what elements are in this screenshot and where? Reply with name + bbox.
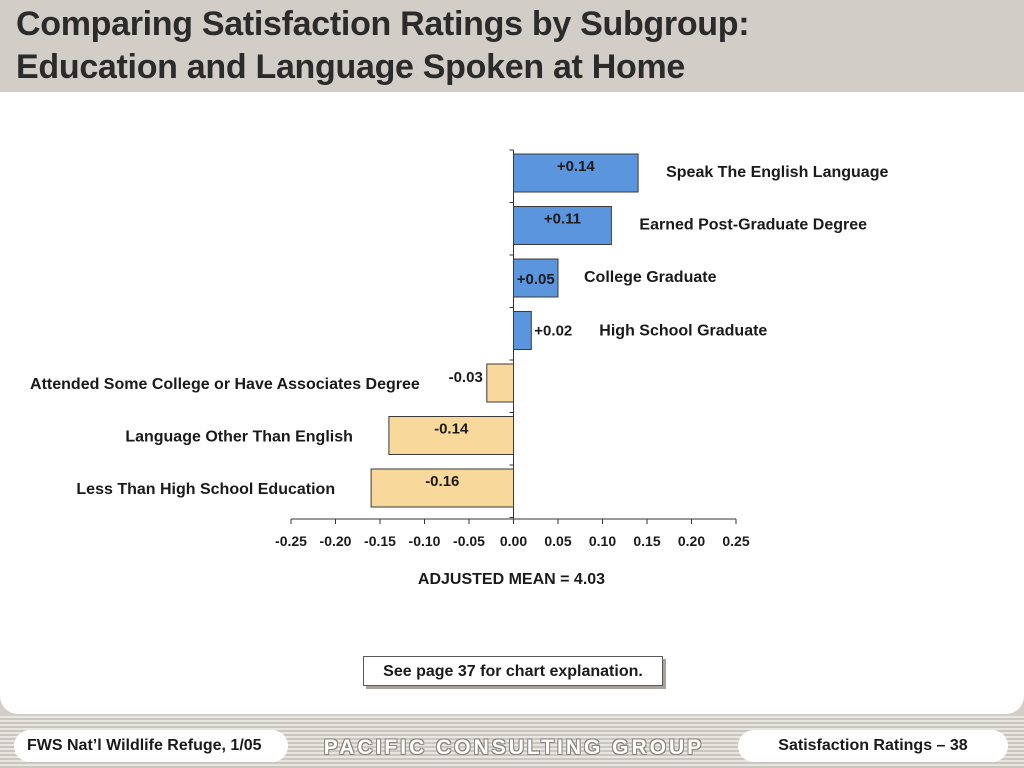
x-tick-label: 0.20 (678, 533, 705, 549)
company-logo: PACIFIC CONSULTING GROUP (323, 736, 705, 759)
page-title-line-1: Comparing Satisfaction Ratings by Subgro… (16, 5, 750, 43)
bar-value-label: +0.14 (557, 158, 596, 175)
category-label: College Graduate (584, 269, 717, 286)
bar-chart: -0.25 -0.20 -0.15 -0.10 -0.05 0.00 0.05 0.10 0.1… (30, 149, 888, 588)
page-title-line-2: Education and Language Spoken at Home (16, 48, 685, 86)
bar-value-label: -0.14 (434, 421, 469, 438)
title-band: Comparing Satisfaction Ratings by Subgro… (0, 0, 1024, 92)
bar (513, 153, 639, 193)
x-tick-label: 0.10 (589, 533, 616, 549)
bar (486, 363, 514, 403)
x-tick-label: 0.25 (722, 533, 749, 549)
bar-value-label: -0.03 (449, 369, 483, 386)
footer-left-label: FWS Nat’l Wildlife Refuge, 1/05 (14, 730, 288, 762)
bar-value-label: +0.05 (517, 271, 555, 288)
category-label: Less Than High School Education (76, 481, 335, 498)
x-tick-label: -0.25 (275, 533, 307, 549)
category-label: High School Graduate (599, 323, 767, 340)
content-panel: -0.25 -0.20 -0.15 -0.10 -0.05 0.00 0.05 0.10 0.1… (0, 92, 1024, 714)
bar (513, 311, 532, 350)
category-label: Language Other Than English (125, 429, 353, 446)
bar-value-label: -0.16 (425, 473, 459, 490)
category-label: Earned Post-Graduate Degree (639, 217, 867, 234)
x-tick-label: 0.00 (500, 533, 527, 549)
category-label: Speak The English Language (666, 164, 888, 181)
chart-note: See page 37 for chart explanation. (363, 656, 663, 686)
x-tick-label: 0.15 (633, 533, 660, 549)
bar (370, 468, 514, 508)
footer-page-label: Satisfaction Ratings – 38 (738, 730, 1008, 762)
x-tick-label: -0.15 (364, 533, 396, 549)
bar (388, 416, 514, 455)
category-label: Attended Some College or Have Associates… (30, 376, 420, 393)
x-tick-label: -0.05 (453, 533, 485, 549)
bar-value-label: +0.11 (544, 211, 581, 228)
x-tick-label: -0.20 (320, 533, 352, 549)
x-tick-label: 0.05 (544, 533, 571, 549)
bar-value-label: +0.02 (534, 323, 572, 340)
bar (513, 258, 559, 298)
x-tick-label: -0.10 (409, 533, 441, 549)
x-axis-title: ADJUSTED MEAN = 4.03 (418, 571, 605, 588)
bar (513, 206, 612, 245)
